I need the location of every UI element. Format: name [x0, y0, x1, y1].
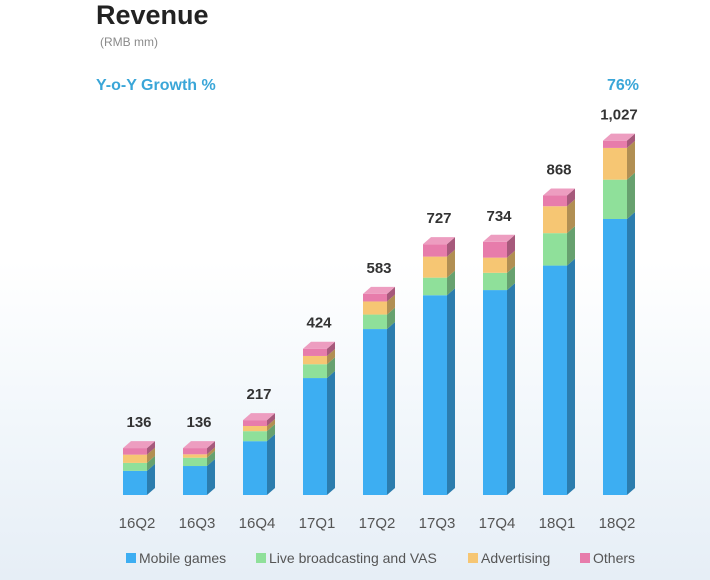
- bar-top-face: [603, 133, 635, 141]
- bar-segment-mobile-games: [123, 463, 155, 495]
- bar-segment-live-broadcasting: [543, 226, 575, 266]
- bar-segment-live-broadcasting: [303, 357, 335, 379]
- bar-segment-advertising: [603, 140, 635, 180]
- bar-segment-advertising: [363, 294, 395, 315]
- bar-segment-mobile-games: [603, 212, 635, 495]
- bar-segment-others: [243, 413, 275, 426]
- bar-segment-live-broadcasting: [183, 450, 215, 467]
- bar-segment-others: [483, 234, 515, 258]
- bar-segment-others: [183, 441, 215, 455]
- legend-item-live-broadcasting: Live broadcasting and VAS: [256, 550, 437, 566]
- bar-segment-mobile-games: [363, 322, 395, 495]
- total-label: 868: [546, 162, 571, 179]
- bar-17Q2: [363, 286, 395, 495]
- category-label: 17Q4: [479, 515, 516, 532]
- bar-17Q3: [423, 237, 455, 495]
- bar-17Q1: [303, 341, 335, 495]
- bar-top-face: [123, 441, 155, 449]
- bar-18Q1: [543, 188, 575, 495]
- legend-swatch: [256, 553, 266, 563]
- legend-swatch: [126, 553, 136, 563]
- bar-segment-mobile-games: [483, 283, 515, 495]
- legend-item-advertising: Advertising: [468, 550, 550, 566]
- bar-segment-live-broadcasting: [423, 270, 455, 296]
- category-label: 17Q1: [299, 515, 336, 532]
- legend: Mobile games Live broadcasting and VAS Adv…: [126, 550, 635, 566]
- bar-segment-mobile-games: [423, 288, 455, 495]
- bar-segment-others: [303, 341, 335, 356]
- bar-top-face: [303, 341, 335, 349]
- bar-top-face: [423, 237, 455, 245]
- total-label: 727: [426, 210, 451, 227]
- bar-top-face: [243, 413, 275, 421]
- bar-segment-live-broadcasting: [603, 172, 635, 219]
- growth-value: 76%: [607, 77, 639, 94]
- category-label: 16Q4: [239, 515, 276, 532]
- legend-swatch: [468, 553, 478, 563]
- bar-segment-others: [603, 133, 635, 148]
- total-label: 136: [186, 414, 211, 431]
- bar-segment-advertising: [123, 447, 155, 463]
- category-label: 17Q2: [359, 515, 396, 532]
- total-label: 1,027: [600, 107, 638, 124]
- bar-segment-live-broadcasting: [483, 265, 515, 291]
- bar-segment-live-broadcasting: [363, 307, 395, 330]
- legend-label: Mobile games: [139, 550, 226, 566]
- bar-segment-mobile-games: [183, 459, 215, 495]
- bar-segment-mobile-games: [243, 434, 275, 495]
- total-label: 734: [486, 208, 512, 225]
- category-label: 18Q1: [539, 515, 576, 532]
- legend-item-others: Others: [580, 550, 635, 566]
- bar-segment-live-broadcasting: [243, 424, 275, 442]
- legend-swatch: [580, 553, 590, 563]
- bar-top-face: [183, 441, 215, 449]
- bar-16Q2: [123, 441, 155, 495]
- bar-top-face: [363, 286, 395, 294]
- legend-item-mobile-games: Mobile games: [126, 550, 226, 566]
- bar-segment-advertising: [243, 419, 275, 432]
- total-label: 136: [126, 414, 151, 431]
- bar-segment-advertising: [183, 447, 215, 458]
- bar-segment-advertising: [303, 348, 335, 365]
- bar-segment-mobile-games: [303, 371, 335, 495]
- bar-top-face: [483, 234, 515, 242]
- bar-16Q4: [243, 413, 275, 495]
- chart-subtitle: (RMB mm): [100, 35, 158, 49]
- bar-segment-advertising: [483, 250, 515, 273]
- category-label: 17Q3: [419, 515, 456, 532]
- bar-16Q3: [183, 441, 215, 495]
- bar-segment-advertising: [423, 249, 455, 278]
- total-label: 424: [306, 315, 332, 332]
- labels-layer: 136 16Q2 136 16Q3 217 16Q4 424 17Q1 583 17Q2 727 17…: [119, 107, 638, 532]
- bar-17Q4: [483, 234, 515, 495]
- bar-segment-advertising: [543, 199, 575, 234]
- category-label: 16Q2: [119, 515, 156, 532]
- bar-top-face: [543, 188, 575, 196]
- bar-segment-others: [543, 188, 575, 207]
- legend-label: Advertising: [481, 550, 550, 566]
- bar-segment-mobile-games: [543, 258, 575, 495]
- bar-segment-others: [123, 441, 155, 455]
- total-label: 583: [366, 260, 391, 277]
- bar-segment-others: [423, 237, 455, 257]
- legend-label: Live broadcasting and VAS: [269, 550, 437, 566]
- bars-layer: [123, 133, 635, 495]
- legend-label: Others: [593, 550, 635, 566]
- bar-segment-live-broadcasting: [123, 455, 155, 471]
- category-label: 18Q2: [599, 515, 636, 532]
- category-label: 16Q3: [179, 515, 216, 532]
- chart-title: Revenue: [96, 0, 209, 30]
- growth-label: Y-o-Y Growth %: [96, 77, 216, 94]
- total-label: 217: [246, 386, 271, 403]
- bar-18Q2: [603, 133, 635, 495]
- bar-segment-others: [363, 286, 395, 302]
